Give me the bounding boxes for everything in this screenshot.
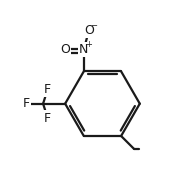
Text: −: −	[90, 21, 97, 30]
Text: F: F	[44, 112, 51, 125]
Text: O: O	[84, 24, 94, 37]
Text: F: F	[44, 83, 51, 96]
Text: N: N	[79, 43, 88, 56]
Text: +: +	[85, 40, 92, 49]
Text: O: O	[60, 43, 70, 56]
Text: F: F	[23, 97, 30, 110]
